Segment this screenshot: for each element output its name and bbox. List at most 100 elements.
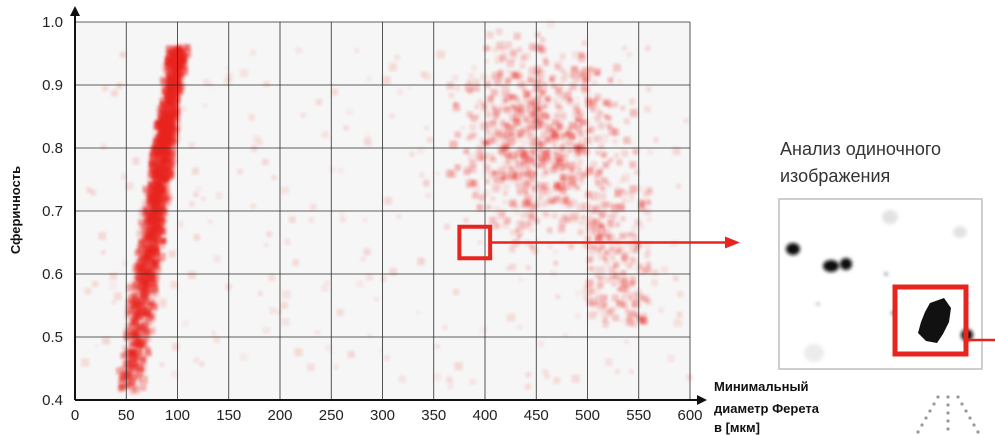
data-point	[560, 188, 567, 195]
data-point	[467, 153, 474, 160]
data-point	[100, 144, 107, 150]
data-point	[224, 78, 231, 85]
data-point	[599, 308, 608, 317]
data-point	[580, 84, 588, 92]
data-point	[532, 170, 538, 176]
data-point	[481, 104, 488, 112]
data-point	[598, 223, 604, 229]
data-point	[436, 50, 445, 59]
data-point	[504, 160, 512, 169]
data-point	[109, 272, 117, 280]
x-tick-label: 450	[524, 407, 549, 424]
data-point	[506, 59, 515, 67]
data-point	[624, 307, 630, 314]
data-point	[546, 227, 553, 234]
data-point	[264, 242, 269, 248]
data-point	[454, 362, 463, 371]
data-point	[535, 32, 541, 38]
data-point	[268, 274, 276, 282]
data-point	[597, 168, 604, 175]
data-point	[124, 313, 132, 320]
data-point	[151, 272, 160, 280]
data-point	[596, 111, 604, 119]
data-point	[587, 68, 595, 76]
data-point	[493, 206, 501, 214]
data-point	[588, 288, 596, 295]
data-point	[502, 199, 508, 205]
data-point	[422, 72, 431, 81]
data-point	[476, 146, 484, 154]
data-point	[504, 136, 509, 142]
data-point	[524, 383, 531, 390]
data-point	[559, 56, 565, 62]
data-point	[558, 218, 567, 227]
data-point	[526, 101, 535, 109]
data-point	[282, 290, 291, 299]
data-point	[148, 327, 156, 335]
data-point	[169, 99, 178, 108]
data-points	[81, 20, 693, 395]
data-point	[535, 70, 541, 75]
data-point	[577, 111, 583, 117]
data-point	[124, 323, 133, 333]
data-point	[490, 196, 496, 202]
data-point	[611, 257, 616, 263]
data-point	[565, 140, 574, 149]
data-point	[120, 365, 129, 374]
data-point	[507, 313, 515, 322]
data-point	[583, 129, 590, 135]
data-point	[611, 306, 618, 313]
y-tick-label: 0.9	[42, 77, 63, 94]
data-point	[488, 95, 495, 102]
data-point	[164, 92, 170, 98]
data-point	[111, 299, 117, 305]
data-point	[569, 167, 575, 173]
data-point	[465, 135, 471, 141]
data-point	[486, 31, 494, 39]
data-point	[493, 112, 500, 119]
data-point	[585, 72, 593, 81]
data-point	[605, 115, 612, 122]
data-point	[449, 140, 458, 149]
data-point	[578, 138, 584, 144]
data-point	[477, 239, 483, 245]
data-point	[483, 190, 490, 197]
data-point	[498, 166, 506, 175]
data-point	[146, 228, 154, 235]
data-point	[131, 291, 139, 299]
data-point	[137, 352, 146, 361]
data-point	[523, 52, 531, 61]
data-point	[471, 65, 477, 71]
y-axis-arrow	[70, 6, 80, 16]
data-point	[521, 181, 530, 189]
data-point	[164, 168, 173, 177]
data-point	[644, 45, 651, 52]
data-point	[475, 113, 481, 119]
data-point	[540, 162, 545, 168]
data-point	[582, 78, 588, 84]
data-point	[165, 194, 173, 201]
data-point	[155, 134, 164, 142]
data-point	[585, 242, 593, 250]
data-point	[549, 147, 557, 155]
data-point	[145, 302, 153, 310]
data-point	[592, 226, 601, 235]
data-point	[114, 292, 122, 300]
data-point	[544, 187, 552, 195]
data-point	[606, 238, 612, 244]
data-point	[321, 131, 329, 138]
data-point	[364, 138, 372, 146]
data-point	[160, 145, 167, 152]
data-point	[151, 280, 158, 287]
data-point	[152, 299, 159, 306]
data-point	[472, 132, 478, 137]
data-point	[534, 101, 539, 106]
data-point	[163, 186, 171, 194]
data-point	[598, 273, 606, 282]
data-point	[515, 228, 524, 236]
data-point	[603, 259, 610, 266]
data-point	[492, 184, 501, 193]
data-point	[138, 222, 146, 230]
data-point	[629, 108, 638, 117]
data-point	[239, 352, 248, 361]
